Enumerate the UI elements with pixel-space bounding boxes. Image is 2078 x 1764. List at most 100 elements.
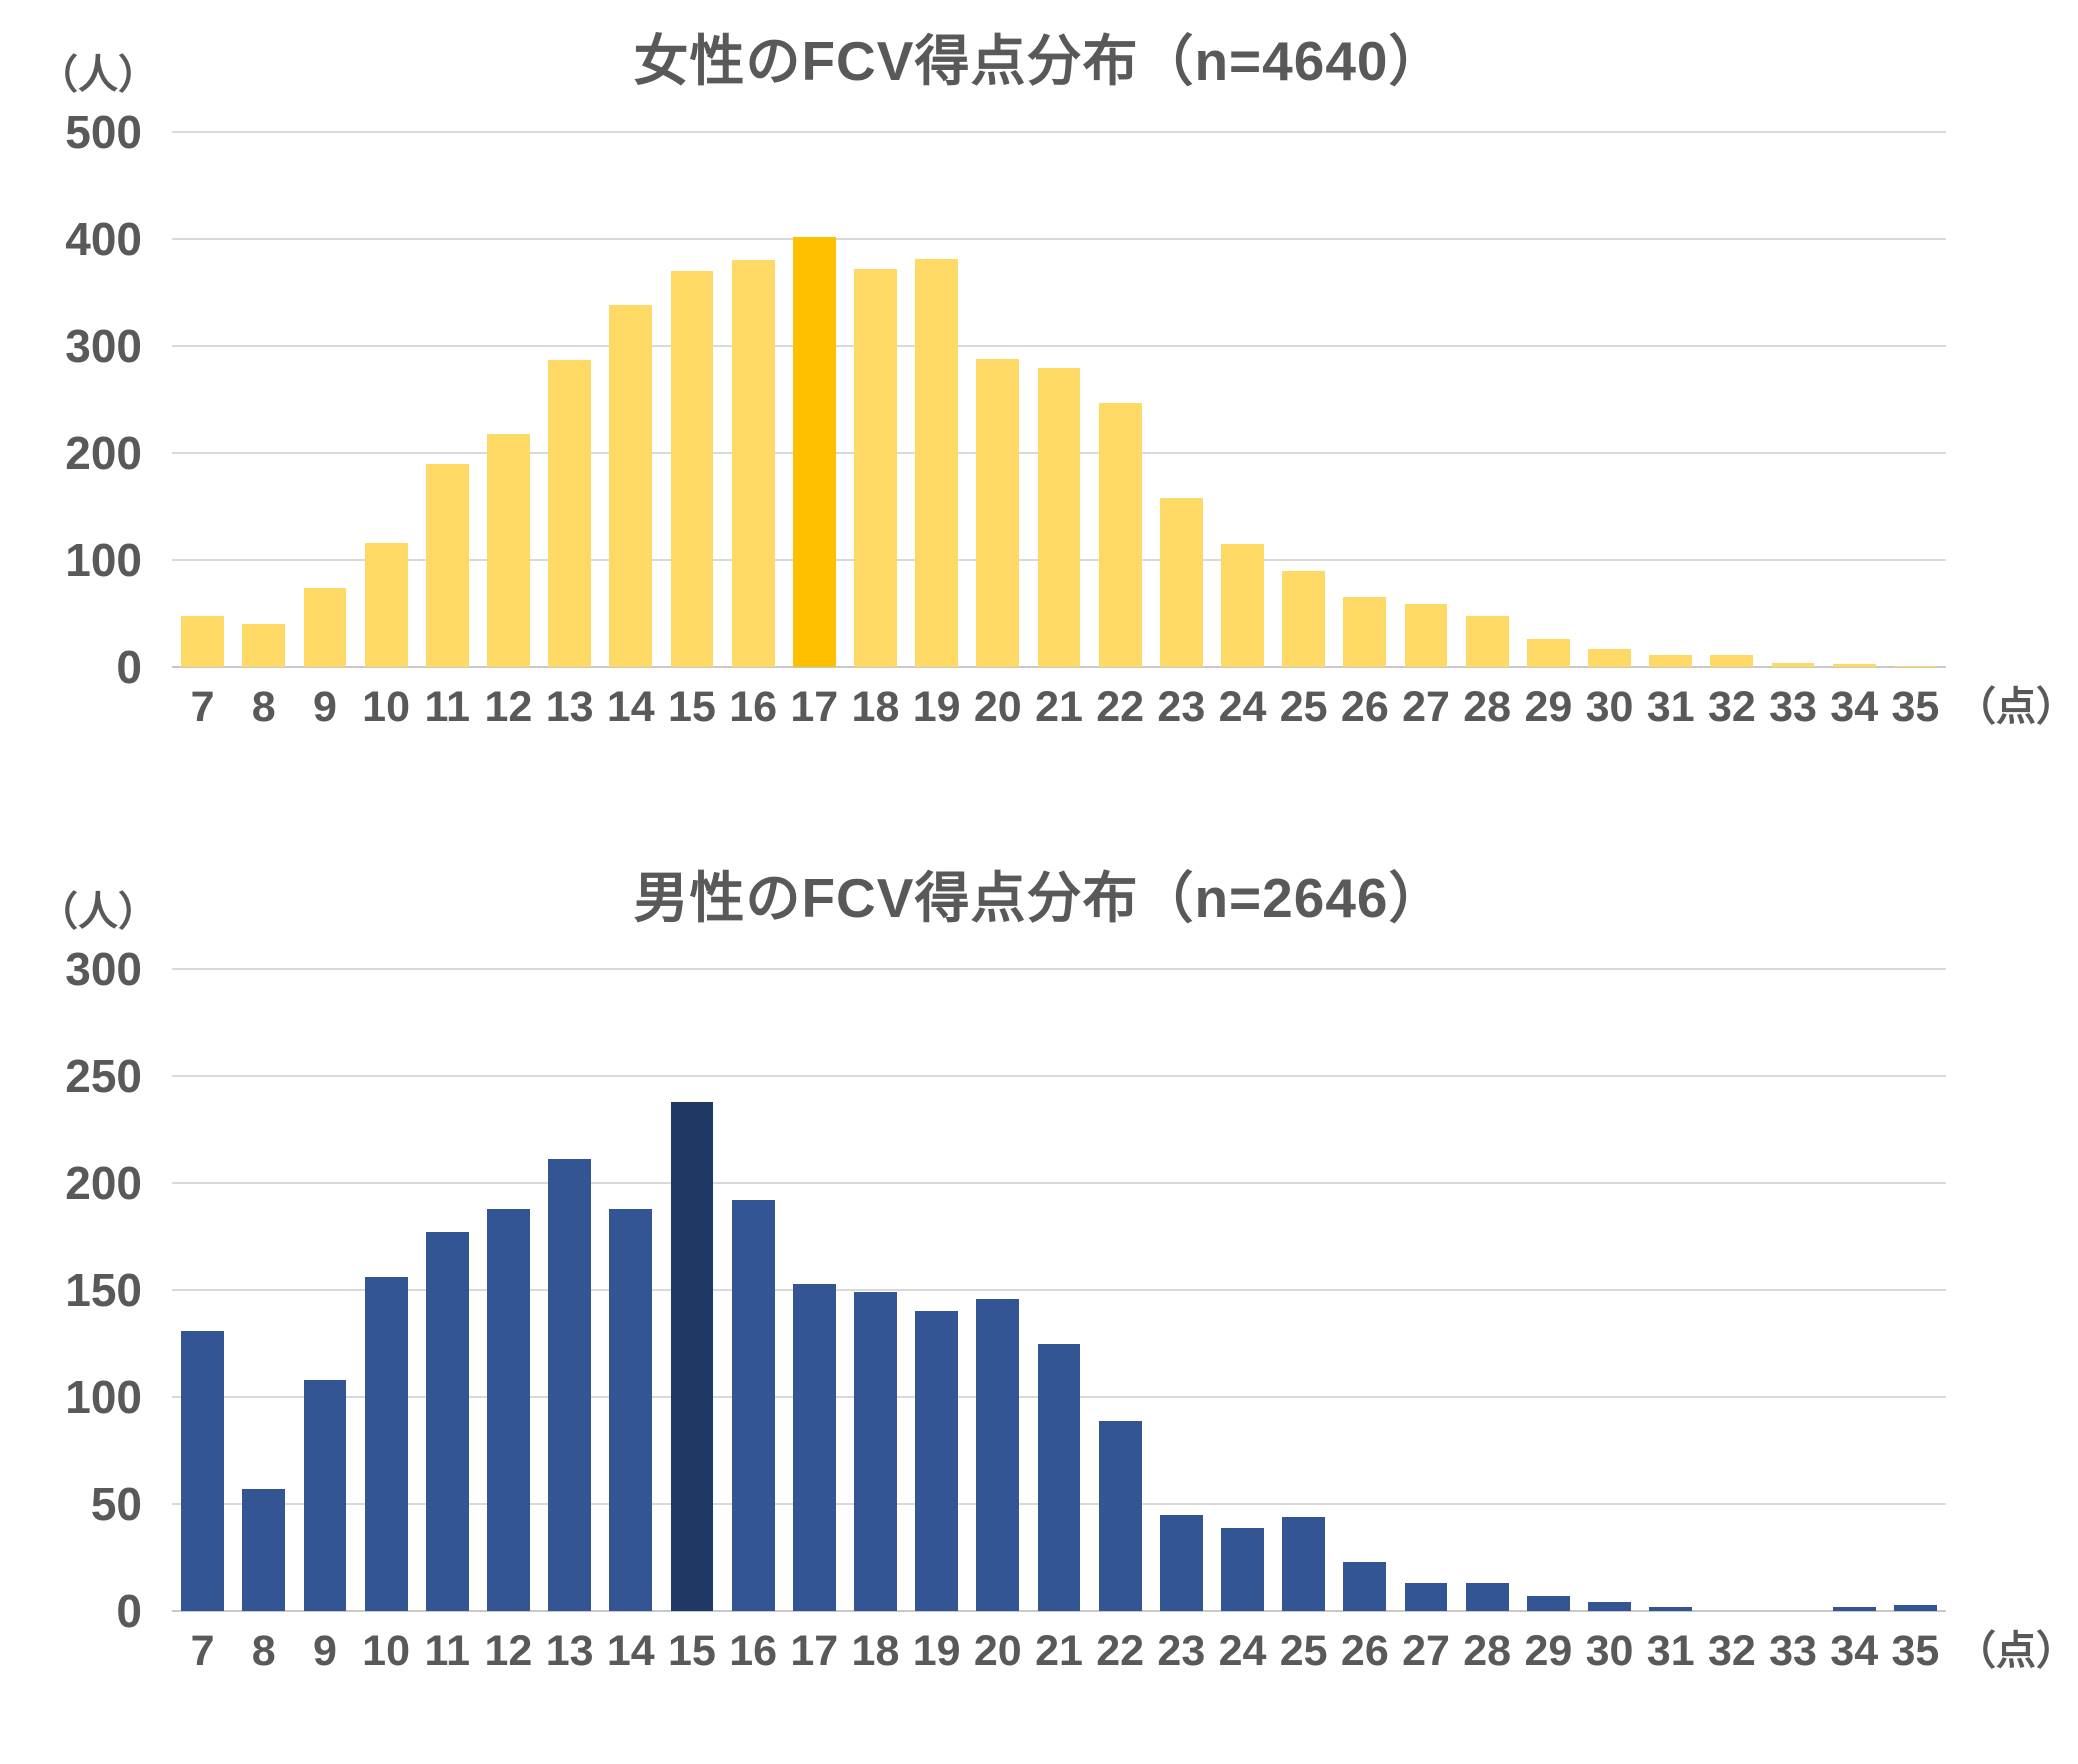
plot-wrap: 500 400 300 200 100 0 7 8 9 10 11 12 13 14 15 16 17 18 19…: [65, 106, 2076, 735]
bar-score-7: [181, 1330, 224, 1611]
x-tick-label: 29: [1524, 683, 1573, 731]
bar-score-31: [1649, 1606, 1693, 1611]
bar-slot: [723, 969, 784, 1611]
bar-slot: [233, 969, 294, 1611]
y-tick-label: 400: [65, 213, 142, 265]
x-tick-label: 33: [1769, 683, 1817, 731]
bar-score-35: [1893, 1604, 1937, 1611]
y-tick-label: 0: [116, 1585, 142, 1637]
bar-slot: [294, 132, 355, 667]
bar-score-28: [1465, 615, 1509, 667]
y-tick-label: 150: [65, 1264, 142, 1316]
x-tick-label: 18: [851, 1627, 900, 1675]
x-tick-label: 34: [1830, 683, 1879, 731]
bar-score-21: [1037, 1343, 1081, 1611]
x-tick-label: 19: [912, 683, 961, 731]
bar-slot: [1334, 132, 1395, 667]
bar-slot: [294, 969, 355, 1611]
x-tick-label: 7: [190, 683, 215, 731]
bar-score-21: [1037, 368, 1081, 667]
x-tick-label: 16: [729, 1627, 778, 1675]
bar-score-25: [1282, 1516, 1326, 1611]
bar-series: [172, 132, 1946, 667]
bar-slot: [784, 132, 845, 667]
bar-score-24: [1221, 543, 1264, 667]
bar-score-28: [1465, 1583, 1509, 1611]
bar-score-24: [1221, 1527, 1264, 1611]
bar-score-22: [1098, 1420, 1142, 1611]
bar-slot: [1273, 969, 1334, 1611]
bar-score-26: [1343, 597, 1387, 667]
bar-slot: [417, 132, 478, 667]
y-tick-label: 250: [65, 1050, 142, 1102]
y-tick-label: 300: [65, 943, 142, 995]
bar-slot: [906, 969, 967, 1611]
bar-slot: [1090, 969, 1151, 1611]
x-tick-label: 29: [1524, 1627, 1573, 1675]
x-tick-label: 7: [190, 1627, 215, 1675]
bar-slot: [1824, 132, 1885, 667]
bar-score-10: [364, 542, 408, 667]
y-tick-label: 100: [65, 1371, 142, 1423]
bar-score-33: [1771, 662, 1815, 667]
x-tick-label: 26: [1340, 1627, 1389, 1675]
x-axis-unit-label: （点）: [1956, 685, 2076, 729]
bar-score-15: [670, 271, 714, 667]
bar-slot: [539, 969, 600, 1611]
bar-score-20: [976, 358, 1020, 667]
x-tick-label: 25: [1279, 1627, 1328, 1675]
y-axis-unit-label: （人）: [38, 890, 158, 934]
y-tick-label: 100: [65, 534, 142, 586]
x-tick-label: 18: [851, 683, 900, 731]
chart-header: （人） 女性のFCV得点分布（n=4640）: [0, 18, 2078, 104]
bar-score-9: [303, 1379, 347, 1611]
bar-score-8: [242, 624, 286, 667]
bar-score-23: [1159, 1514, 1203, 1611]
x-tick-label: 17: [790, 683, 839, 731]
bar-slot: [172, 132, 233, 667]
bar-score-8: [242, 1489, 286, 1611]
bar-slot: [1701, 132, 1762, 667]
bar-score-34: [1832, 1606, 1876, 1611]
x-tick-label: 20: [973, 1627, 1022, 1675]
gridline: [172, 1074, 1946, 1077]
bar-score-35: [1893, 665, 1937, 667]
gridline: [172, 1289, 1946, 1291]
bar-score-12: [487, 433, 530, 667]
bar-slot: [1151, 969, 1212, 1611]
bar-slot: [478, 132, 539, 667]
bar-slot: [1885, 132, 1946, 667]
bar-slot: [906, 132, 967, 667]
bar-score-9: [303, 587, 347, 667]
y-tick-label: 200: [65, 427, 142, 479]
bar-score-19: [915, 1311, 959, 1611]
bar-slot: [1762, 132, 1823, 667]
x-tick-label: 9: [312, 1627, 337, 1675]
x-tick-label: 15: [668, 1627, 716, 1675]
bar-slot: [1762, 969, 1823, 1611]
x-tick-label: 27: [1402, 1627, 1450, 1675]
bar-slot: [1212, 132, 1273, 667]
bar-slot: [172, 969, 233, 1611]
x-tick-label: 9: [312, 683, 337, 731]
x-axis: 7 8 9 10 11 12 13 14 15 16 17 18 19 20 21 22 23 24 25 26 27 2…: [172, 1623, 2076, 1679]
bar-score-34: [1832, 663, 1876, 667]
bar-score-13: [548, 1159, 592, 1611]
bar-slot: [845, 969, 906, 1611]
x-tick-label: 23: [1157, 1627, 1206, 1675]
bar-slot: [1334, 969, 1395, 1611]
bar-score-31: [1649, 655, 1693, 667]
bar-slot: [784, 969, 845, 1611]
plot-wrap: 300 250 200 150 100 50 0 7 8 9 10 11 12 13 14 15 16 17 18…: [65, 943, 2076, 1679]
y-tick-label: 500: [65, 106, 142, 158]
bar-slot: [1640, 132, 1701, 667]
bar-score-19: [915, 259, 959, 667]
bar-score-11: [425, 1232, 469, 1611]
x-tick-label: 22: [1096, 1627, 1145, 1675]
bar-slot: [1518, 132, 1579, 667]
bar-score-15: [670, 1101, 714, 1611]
plot-area: 500 400 300 200 100 0: [65, 106, 1946, 693]
bar-slot: [1151, 132, 1212, 667]
gridline: [172, 1181, 1946, 1184]
page: （人） 女性のFCV得点分布（n=4640） 500 400 300 200 100 0 …: [0, 18, 2078, 1679]
